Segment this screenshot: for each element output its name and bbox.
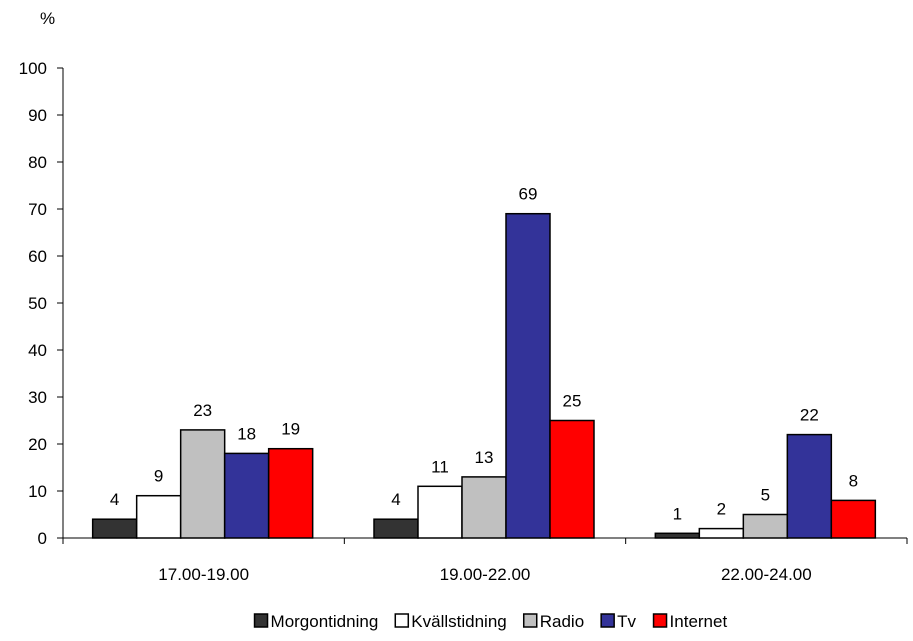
x-category-label: 17.00-19.00 — [158, 565, 249, 584]
y-tick-label: 50 — [28, 294, 47, 313]
bar-value-label: 69 — [519, 185, 538, 204]
bar-value-label: 25 — [563, 392, 582, 411]
x-category-label: 19.00-22.00 — [440, 565, 531, 584]
bar-value-label: 8 — [849, 471, 858, 490]
bar — [786, 433, 833, 539]
bar-value-label: 22 — [800, 406, 819, 425]
bars — [91, 212, 877, 539]
bar-value-label: 11 — [431, 457, 449, 476]
y-tick-label: 10 — [28, 482, 47, 501]
bar — [698, 527, 745, 539]
legend-label: Morgontidning — [271, 612, 379, 631]
bar-value-label: 2 — [717, 500, 726, 519]
legend-label: Kvällstidning — [411, 612, 506, 631]
bar-value-label: 19 — [281, 420, 300, 439]
y-tick-label: 90 — [28, 106, 47, 125]
bar — [654, 532, 701, 539]
bar-value-label: 5 — [761, 486, 770, 505]
legend-label: Tv — [617, 612, 636, 631]
legend: Morgontidning Kvällstidning Radio Tv Interne… — [253, 612, 728, 631]
y-tick-label: 20 — [28, 435, 47, 454]
bar — [505, 212, 551, 539]
y-tick-label: 60 — [28, 247, 47, 266]
bar-value-label: 4 — [391, 490, 400, 509]
bar — [461, 476, 507, 539]
legend-item: Morgontidning — [253, 612, 379, 631]
legend-item: Internet — [652, 612, 728, 631]
legend-swatch — [394, 613, 410, 628]
legend-swatch — [253, 613, 269, 628]
bar — [223, 452, 270, 539]
y-tick-label: 70 — [28, 200, 47, 219]
legend-item: Radio — [522, 612, 584, 631]
y-tick-label: 40 — [28, 341, 47, 360]
legend-swatch — [522, 613, 538, 628]
y-tick-label: 100 — [19, 59, 47, 78]
bar — [417, 485, 463, 539]
bar — [549, 419, 595, 539]
legend-swatch — [652, 613, 668, 628]
y-tick-label: 0 — [38, 529, 47, 548]
bar-value-label: 9 — [154, 467, 163, 486]
y-tick-label: 80 — [28, 153, 47, 172]
bar — [267, 447, 314, 539]
bar — [179, 429, 226, 539]
bar-value-label: 18 — [237, 424, 256, 443]
axes: 0 10 20 30 40 50 60 70 80 90 100 17.00-19.00 19.00-2… — [19, 59, 908, 584]
bar — [91, 518, 138, 539]
legend-label: Internet — [670, 612, 728, 631]
legend-label: Radio — [540, 612, 584, 631]
bar — [830, 499, 877, 539]
bar-value-label: 4 — [110, 490, 119, 509]
bar-value-label: 1 — [673, 504, 682, 523]
legend-item: Tv — [600, 612, 637, 631]
bar-value-label: 13 — [475, 448, 494, 467]
legend-swatch — [600, 613, 615, 628]
bar — [135, 494, 182, 539]
x-category-label: 22.00-24.00 — [721, 565, 812, 584]
y-tick-label: 30 — [28, 388, 47, 407]
bar-value-label: 23 — [193, 401, 212, 420]
bar — [742, 513, 789, 539]
legend-item: Kvällstidning — [394, 612, 507, 631]
bar — [373, 518, 419, 539]
y-unit-label: % — [40, 9, 55, 28]
